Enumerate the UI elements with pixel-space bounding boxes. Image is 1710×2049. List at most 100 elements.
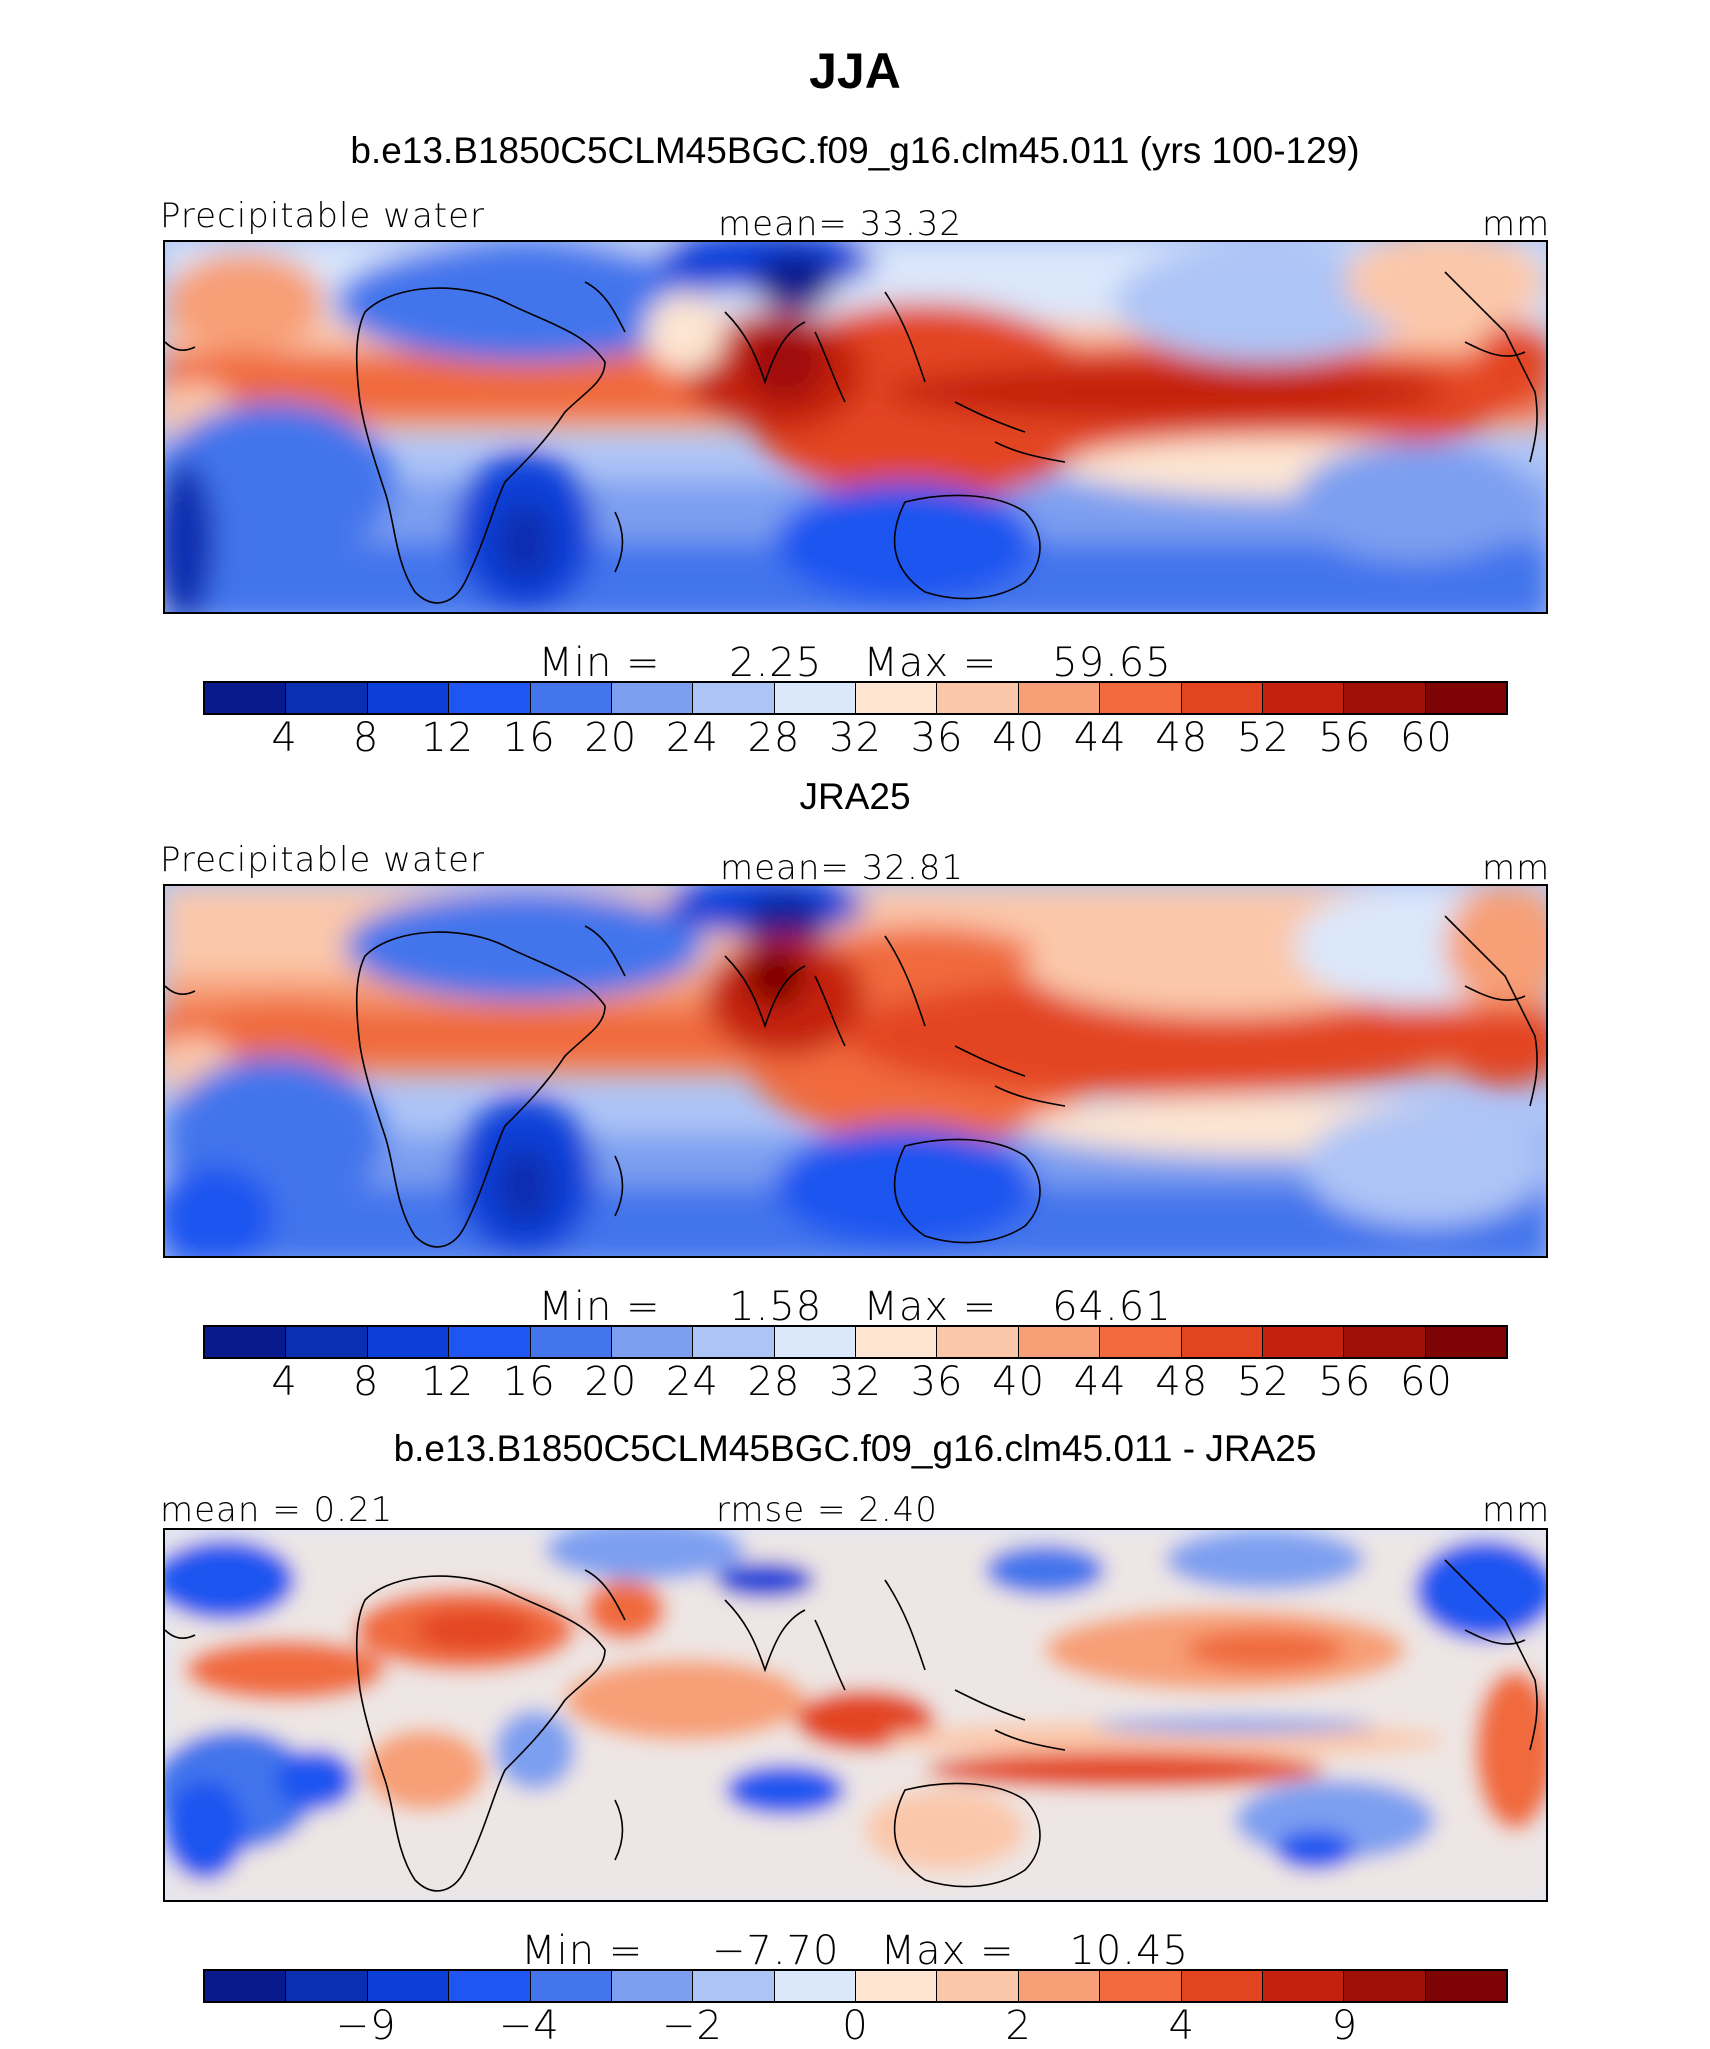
continent-outline-icon — [165, 1559, 1538, 1892]
colorbar-tick-label: 48 — [1155, 1359, 1209, 1405]
colorbar-swatch — [367, 683, 450, 713]
colorbar-tick-label: 32 — [829, 1359, 882, 1405]
colorbar-swatch — [1181, 683, 1263, 713]
colorbar-swatch — [774, 1971, 856, 2001]
colorbar-swatch — [774, 683, 856, 713]
max-value: 59.65 — [1052, 640, 1172, 686]
colorbar-tick-label: 8 — [352, 715, 380, 761]
colorbar-swatch — [205, 1327, 287, 1357]
colorbar-swatch — [205, 1971, 287, 2001]
colorbar-tick-label: 24 — [665, 715, 719, 761]
colorbar-tick-label: −9 — [335, 2003, 397, 2049]
colorbar-tick-label: 20 — [584, 715, 638, 761]
colorbar-tick-label: 24 — [665, 1359, 719, 1405]
colorbar-tick-label: 12 — [421, 715, 475, 761]
colorbar-swatch — [1100, 1327, 1182, 1357]
rmse-label: rmse = 2.40 — [716, 1490, 938, 1530]
colorbar-swatch — [611, 683, 694, 713]
colorbar-tick-label: 36 — [910, 1359, 964, 1405]
colorbar-swatch — [1100, 1971, 1182, 2001]
precip-field-map — [165, 242, 1546, 612]
colorbar-tick-label: 52 — [1236, 715, 1290, 761]
colorbar-swatch — [449, 1327, 531, 1357]
colorbar-swatch — [693, 1971, 775, 2001]
colorbar-tick-label: 52 — [1236, 1359, 1290, 1405]
colorbar-tick-label: 56 — [1318, 1359, 1372, 1405]
colorbar-tick-label: 60 — [1399, 1359, 1453, 1405]
colorbar-swatch — [1018, 1971, 1101, 2001]
max-value: 64.61 — [1052, 1284, 1172, 1330]
min-label: Min = — [538, 1284, 661, 1330]
continent-outline-icon — [165, 271, 1538, 604]
colorbar-swatch — [286, 683, 368, 713]
colorbar-tick-label: −2 — [661, 2003, 723, 2049]
difference-field-map — [165, 1530, 1546, 1900]
colorbar-swatch — [1425, 683, 1506, 713]
colorbar-tick-label: 4 — [1168, 2003, 1195, 2049]
colorbar-swatch — [693, 1327, 775, 1357]
colorbar-swatch — [449, 683, 531, 713]
colorbar-swatch — [205, 683, 287, 713]
colorbar — [203, 681, 1508, 715]
units-label: mm — [1482, 1490, 1551, 1530]
min-value: 1.58 — [729, 1284, 823, 1330]
colorbar-swatch — [449, 1971, 531, 2001]
figure-title: JJA — [809, 43, 901, 99]
colorbar-tick-label: 9 — [1331, 2003, 1359, 2049]
min-value: −7.70 — [711, 1928, 840, 1974]
colorbar-tick-label: 28 — [747, 1359, 801, 1405]
colorbar-tick-label: 56 — [1318, 715, 1372, 761]
colorbar-swatch — [1425, 1971, 1506, 2001]
colorbar-tick-label: 20 — [584, 1359, 638, 1405]
min-max-readout: Min = 1.58 Max = 64.61 — [0, 1284, 1710, 1330]
colorbar-swatch — [1018, 1327, 1101, 1357]
colorbar-tick-label: −4 — [498, 2003, 560, 2049]
panel-title: b.e13.B1850C5CLM45BGC.f09_g16.clm45.011 … — [393, 1428, 1317, 1469]
variable-label: Precipitable water — [160, 840, 486, 880]
colorbar-swatch — [1181, 1971, 1263, 2001]
max-label: Max = — [880, 1928, 1015, 1974]
colorbar-swatch — [1344, 1971, 1426, 2001]
min-value: 2.25 — [729, 640, 823, 686]
min-max-readout: Min = −7.70 Max = 10.45 — [0, 1928, 1710, 1974]
colorbar-swatch — [1344, 683, 1426, 713]
colorbar-tick-label: 28 — [747, 715, 801, 761]
colorbar-swatch — [1100, 683, 1182, 713]
max-label: Max = — [863, 1284, 998, 1330]
panel-title: JRA25 — [799, 776, 911, 817]
colorbar-tick-label: 32 — [829, 715, 882, 761]
colorbar-swatch — [530, 683, 612, 713]
colorbar-swatch — [774, 1327, 856, 1357]
colorbar-tick-label: 12 — [421, 1359, 475, 1405]
colorbar — [203, 1325, 1508, 1359]
colorbar-tick-label: 16 — [502, 715, 556, 761]
min-max-readout: Min = 2.25 Max = 59.65 — [0, 640, 1710, 686]
max-label: Max = — [863, 640, 998, 686]
precip-field-map — [165, 886, 1546, 1256]
colorbar-swatch — [693, 683, 775, 713]
min-label: Min = — [538, 640, 661, 686]
colorbar-swatch — [530, 1971, 612, 2001]
colorbar-swatch — [611, 1971, 694, 2001]
colorbar-tick-label: 40 — [992, 1359, 1046, 1405]
colorbar-tick-label: 40 — [992, 715, 1046, 761]
diff-mean-label: mean = 0.21 — [160, 1490, 394, 1530]
colorbar-tick-label: 36 — [910, 715, 964, 761]
colorbar-swatch — [1262, 1971, 1345, 2001]
colorbar-swatch — [1425, 1327, 1506, 1357]
colorbar-swatch — [856, 1971, 938, 2001]
colorbar-swatch — [286, 1971, 368, 2001]
colorbar-tick-label: 8 — [352, 1359, 380, 1405]
colorbar-swatch — [367, 1971, 450, 2001]
panel-title: b.e13.B1850C5CLM45BGC.f09_g16.clm45.011 … — [350, 130, 1360, 171]
colorbar-swatch — [856, 1327, 938, 1357]
colorbar-tick-label: 4 — [271, 1359, 298, 1405]
mean-label: mean= 33.32 — [718, 204, 963, 244]
map-panel — [163, 884, 1548, 1258]
colorbar-swatch — [937, 1971, 1019, 2001]
map-panel — [163, 1528, 1548, 1902]
colorbar-tick-label: 44 — [1073, 1359, 1127, 1405]
colorbar-tick-label: 2 — [1005, 2003, 1032, 2049]
colorbar-tick-label: 0 — [842, 2003, 869, 2049]
colorbar-tick-label: 4 — [271, 715, 298, 761]
